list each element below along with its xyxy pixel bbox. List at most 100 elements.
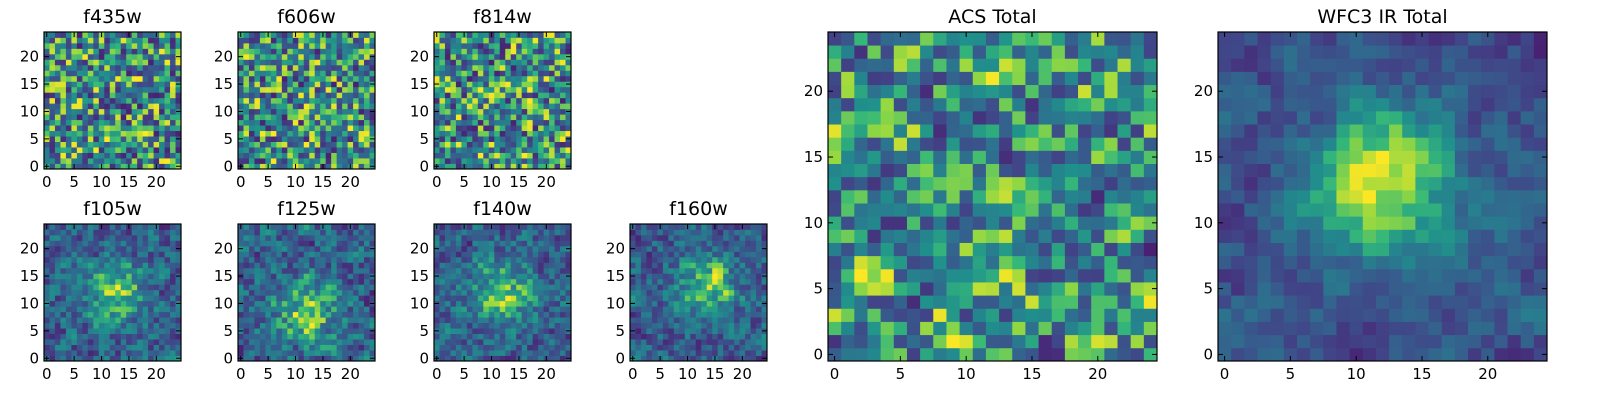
heatmap-cell [662,251,669,258]
heatmap-cell [243,240,250,247]
heatmap-cell [270,311,277,318]
heatmap-cell [170,251,176,258]
heatmap-cell [254,147,261,153]
heatmap-cell [510,32,517,38]
heatmap-cell [1143,229,1158,243]
heatmap-cell [44,70,50,77]
heatmap-cell [159,48,165,55]
heatmap-cell [985,176,1000,191]
heatmap-cell [44,152,50,159]
heatmap-cell [98,37,105,44]
heatmap-cell [60,262,67,269]
heatmap-cell [109,311,116,318]
heatmap-cell [640,224,647,230]
heatmap-cell [248,152,255,159]
heatmap-cell [170,224,176,230]
heatmap-cell [159,344,165,351]
heatmap-cell [44,103,50,110]
heatmap-cell [44,333,50,340]
heatmap-cell [87,344,94,351]
heatmap-cell [477,311,484,318]
heatmap-cell [466,267,473,274]
heatmap-cell [560,70,566,77]
heatmap-cell [521,234,528,241]
heatmap-cell [153,245,160,252]
heatmap-cell [254,240,261,247]
heatmap-cell [455,273,462,280]
heatmap-cell [98,234,105,241]
heatmap-cell [120,273,127,280]
heatmap-cell [109,355,116,362]
heatmap-cell [115,59,122,66]
heatmap-cell [254,130,261,137]
heatmap-cell [175,70,182,77]
heatmap-cell [972,229,987,243]
heatmap-cell [265,70,272,77]
heatmap-cell [494,245,501,252]
heatmap-cell [298,136,305,142]
heatmap-cell [439,59,446,66]
heatmap-cell [364,267,370,274]
heatmap-cell [93,152,100,159]
heatmap-cell [673,278,680,285]
heatmap-cell [532,306,539,313]
heatmap-cell [93,355,100,362]
heatmap-cell [87,48,94,55]
heatmap-cell [243,251,250,258]
heatmap-cell [646,333,653,340]
heatmap-cell [521,256,528,263]
heatmap-cell [761,317,768,324]
heatmap-cell [538,262,544,269]
heatmap-cell [347,333,354,340]
heatmap-cell [104,119,111,126]
heatmap-cell [532,97,539,104]
y-tick-label: 20 [606,240,625,258]
heatmap-cell [93,32,100,38]
y-tick-label: 15 [606,267,625,285]
heatmap-cell [1143,216,1158,230]
heatmap-cell [499,273,506,280]
heatmap-cell [739,251,746,258]
heatmap-cell [259,322,266,329]
heatmap-cell [946,216,960,230]
heatmap-cell [320,97,327,104]
heatmap-cell [455,317,462,324]
heatmap-cell [841,255,855,270]
heatmap-cell [131,333,138,340]
heatmap-cell [54,355,61,362]
heatmap-cell [164,245,171,252]
heatmap-cell [695,251,702,258]
heatmap-cell [342,273,348,280]
heatmap-cell [532,125,539,132]
heatmap-cell [893,282,908,296]
heatmap-cell [303,119,310,126]
heatmap-cell [115,70,122,77]
heatmap-cell [543,267,550,274]
heatmap-cell [488,136,495,142]
heatmap-cell [466,311,473,318]
heatmap-cell [109,284,116,291]
heatmap-cell [276,245,283,252]
heatmap-cell [1091,308,1105,322]
heatmap-cell [554,125,561,132]
heatmap-cell [444,119,451,126]
heatmap-cell [270,97,277,104]
heatmap-cell [646,350,653,356]
heatmap-cell [347,339,354,345]
heatmap-cell [120,81,127,88]
heatmap-cell [93,81,100,88]
heatmap-cell [488,86,495,93]
heatmap-cell [148,64,154,71]
heatmap-cell [651,240,658,247]
heatmap-cell [303,42,310,49]
heatmap-cell [358,53,365,60]
heatmap-cell [104,37,111,44]
heatmap-cell [521,125,528,132]
heatmap-cell [560,125,566,132]
heatmap-cell [358,114,365,121]
heatmap-cell [65,229,72,236]
heatmap-cell [76,229,83,236]
heatmap-cell [65,355,72,362]
heatmap-cell [538,344,544,351]
heatmap-cell [532,42,539,49]
